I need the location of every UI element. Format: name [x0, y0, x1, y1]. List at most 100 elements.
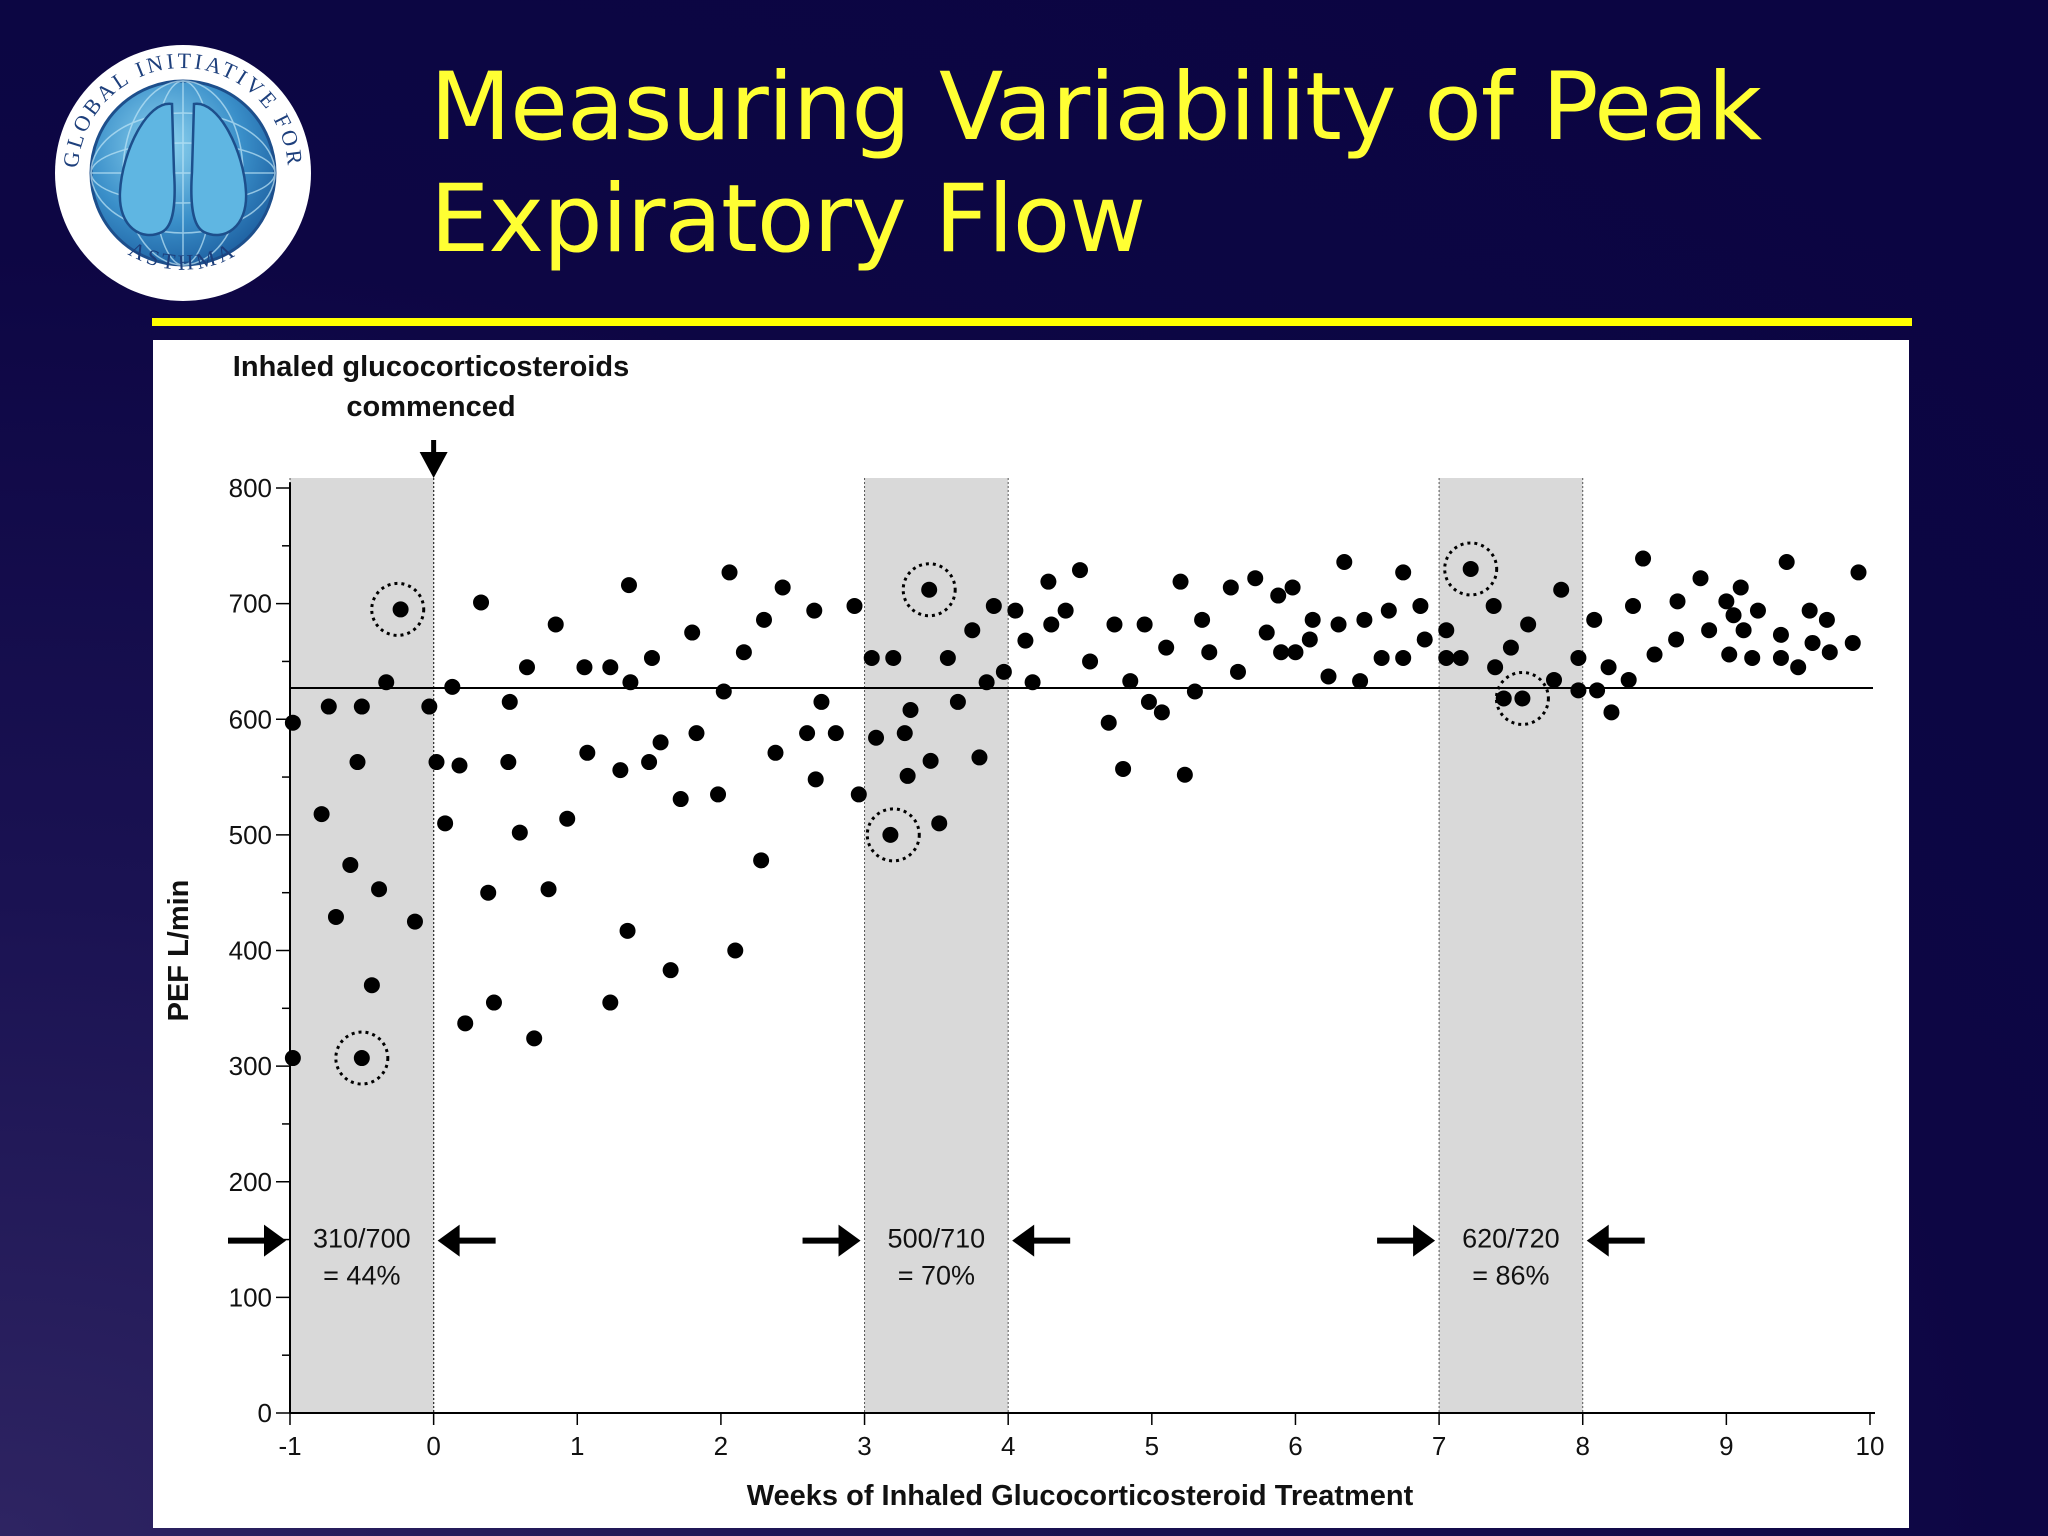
data-point: [480, 884, 497, 901]
data-point: [799, 725, 816, 742]
right-arrow-head-icon: [1413, 1224, 1436, 1257]
data-point: [846, 597, 863, 614]
data-point: [643, 649, 660, 666]
data-point: [327, 908, 344, 925]
data-point: [284, 714, 301, 731]
y-tick-label: 700: [229, 589, 272, 619]
data-point: [662, 962, 679, 979]
data-point: [501, 693, 518, 710]
data-point: [684, 624, 701, 641]
data-point: [547, 616, 564, 633]
data-point: [806, 602, 823, 619]
data-point: [1247, 570, 1264, 587]
data-point: [451, 757, 468, 774]
data-point: [1057, 602, 1074, 619]
data-point: [1024, 674, 1041, 691]
data-point: [1040, 573, 1057, 590]
right-arrow-head-icon: [264, 1224, 286, 1257]
data-point: [931, 815, 948, 832]
data-point: [1230, 663, 1246, 680]
x-tick-label: 10: [1856, 1431, 1885, 1461]
data-point: [827, 725, 844, 742]
data-point: [1844, 634, 1861, 651]
data-point: [1352, 673, 1369, 690]
data-point: [619, 922, 636, 939]
y-tick-label: 300: [229, 1051, 272, 1081]
y-tick-label: 0: [258, 1398, 272, 1428]
data-point: [882, 826, 899, 843]
data-point: [444, 678, 461, 695]
band-ratio-label: 310/700: [313, 1224, 411, 1254]
data-point: [868, 729, 885, 746]
data-point: [1570, 649, 1587, 666]
y-axis-label: PEF L/min: [163, 880, 195, 1022]
x-tick-label: -1: [278, 1431, 301, 1461]
annotation-line-1: Inhaled glucocorticosteroids: [233, 351, 629, 383]
data-point: [579, 744, 596, 761]
data-point: [428, 754, 445, 771]
data-point: [1701, 622, 1718, 639]
data-point: [922, 752, 939, 769]
data-point: [1487, 659, 1504, 676]
data-point: [1821, 644, 1838, 661]
band-percent-label: = 86%: [1472, 1260, 1549, 1290]
data-point: [1153, 704, 1170, 721]
data-point: [902, 702, 919, 718]
x-tick-label: 8: [1575, 1431, 1589, 1461]
data-point: [511, 824, 528, 841]
band-percent-label: = 70%: [898, 1260, 975, 1290]
slide-title: Measuring Variability of Peak Expiratory…: [430, 53, 1762, 274]
data-point: [978, 674, 995, 691]
data-point: [349, 754, 366, 771]
down-arrow-head-icon: [419, 452, 448, 478]
left-arrow-head-icon: [1012, 1224, 1035, 1257]
data-point: [353, 1050, 370, 1067]
data-point: [652, 734, 669, 751]
data-point: [1669, 593, 1686, 610]
x-tick-label: 7: [1432, 1431, 1446, 1461]
data-point: [756, 611, 772, 628]
highlight-ring: [865, 807, 921, 863]
data-point: [885, 649, 902, 666]
data-point: [1620, 671, 1637, 688]
data-point: [1818, 611, 1835, 628]
data-point: [519, 659, 535, 676]
y-tick-label: 400: [229, 936, 272, 966]
data-point: [1735, 622, 1752, 639]
data-point: [1438, 649, 1455, 666]
data-point: [1452, 649, 1469, 666]
y-tick-label: 800: [229, 473, 272, 503]
data-point: [1395, 649, 1412, 666]
data-point: [1273, 644, 1290, 661]
band-ratio-label: 620/720: [1462, 1224, 1560, 1254]
data-point: [1416, 631, 1433, 648]
data-point: [964, 622, 981, 639]
data-point: [473, 594, 490, 611]
data-point: [688, 725, 705, 742]
x-tick-label: 0: [426, 1431, 440, 1461]
highlight-ring: [334, 1030, 390, 1086]
data-point: [1007, 602, 1024, 619]
x-tick-label: 3: [857, 1431, 871, 1461]
data-point: [1668, 631, 1685, 648]
data-point: [735, 644, 752, 661]
data-point: [1586, 611, 1603, 628]
pef-scatter-chart: 310/700= 44%500/710= 70%620/720= 86%0100…: [163, 351, 1885, 1512]
data-point: [995, 663, 1012, 680]
data-point: [1304, 611, 1321, 628]
highlight-ring: [1494, 670, 1550, 726]
data-point: [850, 786, 867, 803]
data-point: [353, 698, 370, 715]
data-point: [1546, 671, 1562, 688]
highlight-ring: [370, 581, 426, 637]
data-point: [342, 856, 359, 873]
data-point: [1721, 646, 1738, 663]
data-point: [363, 977, 380, 994]
data-point: [1772, 626, 1789, 643]
y-tick-label: 200: [229, 1167, 272, 1197]
chart-panel: 310/700 = 44% 500/710 = 70% 620/720 = 86% 0 100…: [153, 340, 1909, 1528]
data-point: [985, 597, 1002, 614]
y-tick-label: 500: [229, 820, 272, 850]
gina-logo: GLOBAL INITIATIVE FOR ASTHMA: [55, 45, 311, 301]
data-point: [1749, 602, 1766, 619]
